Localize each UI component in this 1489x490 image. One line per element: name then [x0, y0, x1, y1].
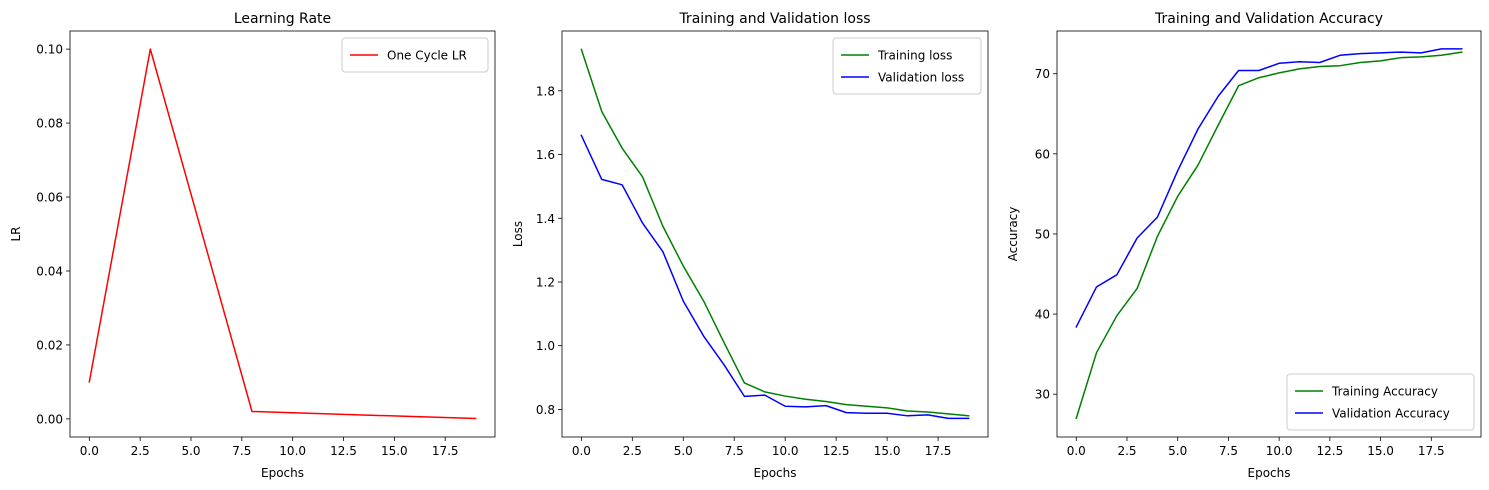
x-axis-label: Epochs — [261, 466, 304, 480]
x-tick-label: 12.5 — [823, 444, 850, 458]
y-tick-label: 0.02 — [36, 338, 63, 352]
series-line-validation-accuracy — [1075, 48, 1463, 328]
y-tick-label: 0.06 — [36, 191, 63, 205]
x-tick-label: 5.0 — [1168, 444, 1187, 458]
y-axis-label: LR — [9, 226, 23, 241]
y-tick-label: 1.6 — [536, 148, 555, 162]
x-tick-label: 2.5 — [1117, 444, 1136, 458]
chart-title: Training and Validation loss — [678, 11, 870, 27]
legend: Training Accuracy Validation Accuracy — [1286, 373, 1475, 431]
y-tick-label: 1.0 — [536, 339, 555, 353]
x-tick-label: 10.0 — [279, 444, 306, 458]
chart-panel-2: 0.0 2.5 5.0 7.5 10.0 12.5 15.0 17.5 0.8 1.0 1.2 1.4… — [511, 11, 989, 480]
axes-frame — [561, 30, 989, 438]
x-tick-label: 0.0 — [572, 444, 591, 458]
x-tick-label: 15.0 — [874, 444, 901, 458]
axes-frame — [69, 30, 496, 438]
series-line-one-cycle-lr — [88, 48, 477, 420]
y-tick-label: 70 — [1035, 67, 1050, 81]
x-tick-label: 7.5 — [232, 444, 251, 458]
chart-panel-3: 0.0 2.5 5.0 7.5 10.0 12.5 15.0 17.5 30 40 50 60 70 Tr… — [1006, 11, 1482, 480]
x-tick-label: 15.0 — [1367, 444, 1394, 458]
series-line-training-loss — [580, 48, 970, 417]
x-axis-label: Epochs — [754, 466, 797, 480]
x-tick-label: 0.0 — [1067, 444, 1086, 458]
x-tick-label: 10.0 — [772, 444, 799, 458]
x-tick-label: 15.0 — [381, 444, 408, 458]
x-tick-label: 17.5 — [925, 444, 952, 458]
y-tick-label: 50 — [1035, 227, 1050, 241]
y-tick-label: 1.4 — [536, 212, 555, 226]
legend-label: Training Accuracy — [1331, 385, 1438, 399]
series-line-training-accuracy — [1075, 51, 1463, 420]
chart-title: Training and Validation Accuracy — [1154, 11, 1383, 27]
legend-label: One Cycle LR — [387, 49, 467, 63]
y-tick-label: 0.04 — [36, 264, 63, 278]
x-tick-label: 5.0 — [674, 444, 693, 458]
x-tick-label: 17.5 — [432, 444, 459, 458]
x-tick-label: 7.5 — [725, 444, 744, 458]
y-tick-label: 0.00 — [36, 412, 63, 426]
legend-label: Validation Accuracy — [1332, 407, 1450, 421]
series-line-validation-loss — [580, 134, 970, 420]
x-tick-label: 2.5 — [623, 444, 642, 458]
y-tick-label: 40 — [1035, 308, 1050, 322]
y-tick-label: 0.8 — [536, 403, 555, 417]
x-tick-label: 17.5 — [1418, 444, 1445, 458]
legend-label: Validation loss — [878, 71, 964, 85]
y-axis-label: Loss — [511, 221, 525, 247]
y-tick-label: 60 — [1035, 147, 1050, 161]
chart-panel-1: 0.0 2.5 5.0 7.5 10.0 12.5 15.0 17.5 0.00 0.02 0.04… — [9, 11, 496, 480]
y-tick-label: 1.2 — [536, 275, 555, 289]
legend-label: Training loss — [877, 49, 952, 63]
x-tick-label: 10.0 — [1266, 444, 1293, 458]
x-tick-label: 7.5 — [1219, 444, 1238, 458]
legend-box — [832, 37, 982, 95]
y-tick-label: 0.08 — [36, 117, 63, 131]
x-tick-label: 12.5 — [1317, 444, 1344, 458]
y-tick-label: 30 — [1035, 388, 1050, 402]
y-tick-label: 0.10 — [36, 43, 63, 57]
y-axis-label: Accuracy — [1006, 207, 1020, 262]
y-tick-label: 1.8 — [536, 84, 555, 98]
x-tick-label: 0.0 — [80, 444, 99, 458]
legend: Training loss Validation loss — [832, 37, 982, 95]
x-tick-label: 5.0 — [181, 444, 200, 458]
legend: One Cycle LR — [341, 37, 489, 73]
x-tick-label: 2.5 — [131, 444, 150, 458]
x-axis-label: Epochs — [1248, 466, 1291, 480]
legend-box — [1286, 373, 1475, 431]
x-tick-label: 12.5 — [330, 444, 357, 458]
legend-box — [341, 37, 489, 73]
chart-title: Learning Rate — [234, 11, 331, 27]
